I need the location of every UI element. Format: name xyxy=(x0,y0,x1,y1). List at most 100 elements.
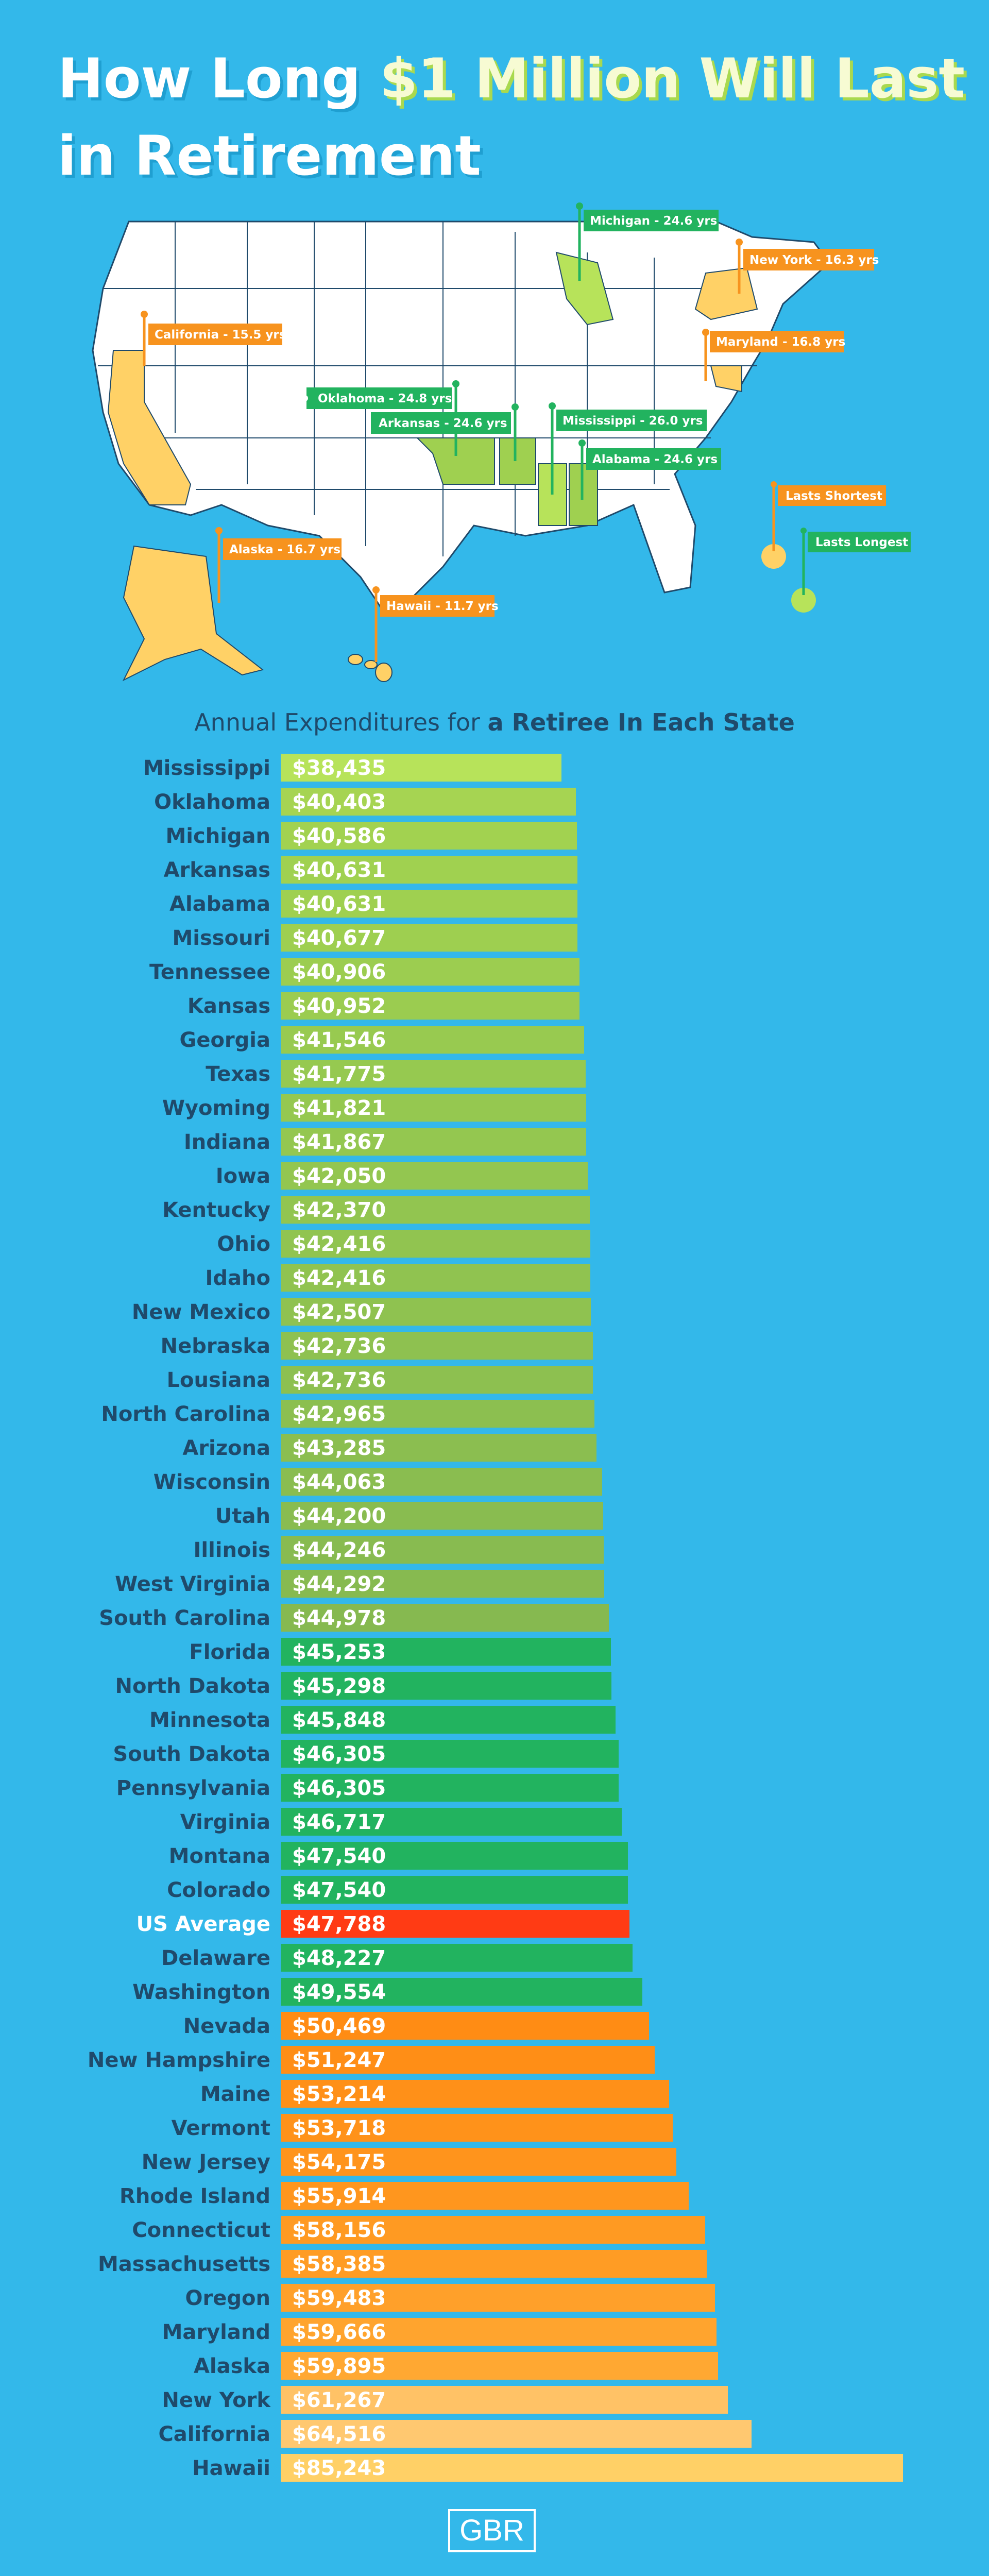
category-label-missouri: Missouri xyxy=(172,926,270,950)
value-label-virginia: $46,717 xyxy=(292,1810,386,1834)
value-label-alabama: $40,631 xyxy=(292,892,386,916)
flag-oklahoma: Oklahoma - 24.8 yrs xyxy=(302,380,459,456)
legend-lasts-longest: Lasts Longest xyxy=(791,528,911,613)
flag-label-hawaii: Hawaii - 11.7 yrs xyxy=(386,600,499,613)
legend-longest-label: Lasts Longest xyxy=(815,536,908,549)
value-label-tennessee: $40,906 xyxy=(292,960,386,984)
flag-label-mississippi: Mississippi - 26.0 yrs xyxy=(562,414,703,428)
flag-label-michigan: Michigan - 24.6 yrs xyxy=(590,214,717,228)
value-label-delaware: $48,227 xyxy=(292,1946,386,1970)
category-label-new-jersey: New Jersey xyxy=(142,2150,270,2174)
category-label-vermont: Vermont xyxy=(172,2116,270,2140)
expenditure-bar-chart: Mississippi $38,435 Oklahoma $40,403 Michiga… xyxy=(88,754,903,2482)
bar-arizona xyxy=(281,1434,596,1462)
bar-minnesota xyxy=(281,1706,616,1734)
state-michigan xyxy=(555,251,614,326)
flag-hawaii: Hawaii - 11.7 yrs xyxy=(372,586,499,662)
category-label-tennessee: Tennessee xyxy=(149,960,270,984)
bar-new-hampshire xyxy=(281,2046,655,2074)
flag-maryland: Maryland - 16.8 yrs xyxy=(702,329,845,381)
value-label-kentucky: $42,370 xyxy=(292,1198,386,1222)
category-label-arkansas: Arkansas xyxy=(164,858,270,882)
value-label-north-carolina: $42,965 xyxy=(292,1402,386,1426)
value-label-indiana: $41,867 xyxy=(292,1130,386,1154)
value-label-california: $64,516 xyxy=(292,2422,386,2446)
flag-label-california: California - 15.5 yrs xyxy=(155,328,286,342)
flag-alabama: Alabama - 24.6 yrs xyxy=(578,439,721,500)
value-label-nevada: $50,469 xyxy=(292,2014,386,2038)
legend-lasts-shortest: Lasts Shortest xyxy=(761,481,886,569)
bar-mississippi xyxy=(281,754,561,782)
bar-pennsylvania xyxy=(281,1774,619,1802)
category-label-south-carolina: South Carolina xyxy=(99,1606,270,1630)
map-legend: Lasts Shortest Lasts Longest xyxy=(761,481,911,613)
category-label-maine: Maine xyxy=(200,2082,270,2106)
category-label-georgia: Georgia xyxy=(179,1028,270,1052)
category-label-west-virginia: West Virginia xyxy=(115,1572,270,1596)
title-part-1: How Long xyxy=(58,47,380,110)
bar-massachusetts xyxy=(281,2250,707,2278)
bar-iowa xyxy=(281,1162,588,1190)
category-label-iowa: Iowa xyxy=(216,1164,270,1188)
value-label-texas: $41,775 xyxy=(292,1062,386,1086)
us-map: California - 15.5 yrs Alaska - 16.7 yrs … xyxy=(92,202,911,682)
category-label-montana: Montana xyxy=(169,1844,270,1868)
category-label-arizona: Arizona xyxy=(182,1436,270,1460)
value-label-arizona: $43,285 xyxy=(292,1436,386,1460)
flag-label-arkansas: Arkansas - 24.6 yrs xyxy=(379,417,507,430)
flag-new-york: New York - 16.3 yrs xyxy=(736,239,879,294)
state-borders xyxy=(98,222,757,556)
value-label-nebraska: $42,736 xyxy=(292,1334,386,1358)
category-label-idaho: Idaho xyxy=(206,1266,270,1290)
bar-north-dakota xyxy=(281,1672,611,1700)
bar-tennessee xyxy=(281,958,579,986)
category-label-north-carolina: North Carolina xyxy=(101,1402,270,1426)
bar-maryland xyxy=(281,2318,717,2346)
category-label-alaska: Alaska xyxy=(194,2354,270,2378)
category-label-delaware: Delaware xyxy=(161,1946,270,1970)
bar-washington xyxy=(281,1978,642,2006)
category-label-rhode-island: Rhode Island xyxy=(120,2184,270,2208)
value-label-connecticut: $58,156 xyxy=(292,2218,386,2242)
page-title: How Long $1 Million Will Last in Retireme… xyxy=(58,40,965,195)
category-label-massachusetts: Massachusetts xyxy=(98,2252,270,2276)
value-label-lousiana: $42,736 xyxy=(292,1368,386,1392)
bar-missouri xyxy=(281,924,577,952)
category-label-mississippi: Mississippi xyxy=(143,756,270,780)
category-label-us-average: US Average xyxy=(137,1912,270,1936)
flag-label-maryland: Maryland - 16.8 yrs xyxy=(716,335,845,349)
bar-connecticut xyxy=(281,2216,705,2244)
bar-arkansas xyxy=(281,856,577,884)
bar-south-dakota xyxy=(281,1740,619,1768)
value-label-new-hampshire: $51,247 xyxy=(292,2048,386,2072)
bar-utah xyxy=(281,1502,603,1530)
category-label-colorado: Colorado xyxy=(167,1878,270,1902)
category-label-wisconsin: Wisconsin xyxy=(154,1470,270,1494)
bar-wisconsin xyxy=(281,1468,602,1496)
bar-new-jersey xyxy=(281,2148,676,2176)
bar-illinois xyxy=(281,1536,604,1564)
bar-rhode-island xyxy=(281,2182,689,2210)
value-label-michigan: $40,586 xyxy=(292,824,386,848)
state-arkansas xyxy=(499,437,536,485)
category-label-nevada: Nevada xyxy=(183,2014,270,2038)
bar-michigan xyxy=(281,822,577,850)
bar-florida xyxy=(281,1638,611,1666)
value-label-maryland: $59,666 xyxy=(292,2320,386,2344)
bar-wyoming xyxy=(281,1094,586,1122)
bar-texas xyxy=(281,1060,586,1088)
bar-alabama xyxy=(281,890,577,918)
bar-kentucky xyxy=(281,1196,590,1224)
value-label-new-jersey: $54,175 xyxy=(292,2150,386,2174)
value-label-north-dakota: $45,298 xyxy=(292,1674,386,1698)
bar-south-carolina xyxy=(281,1604,609,1632)
value-label-florida: $45,253 xyxy=(292,1640,386,1664)
value-label-minnesota: $45,848 xyxy=(292,1708,386,1732)
state-alaska xyxy=(122,545,264,682)
category-label-nebraska: Nebraska xyxy=(161,1334,270,1358)
gbr-logo: GBR xyxy=(448,2509,536,2552)
bar-colorado xyxy=(281,1876,628,1904)
category-label-michigan: Michigan xyxy=(165,824,270,848)
bar-montana xyxy=(281,1842,628,1870)
value-label-arkansas: $40,631 xyxy=(292,858,386,882)
